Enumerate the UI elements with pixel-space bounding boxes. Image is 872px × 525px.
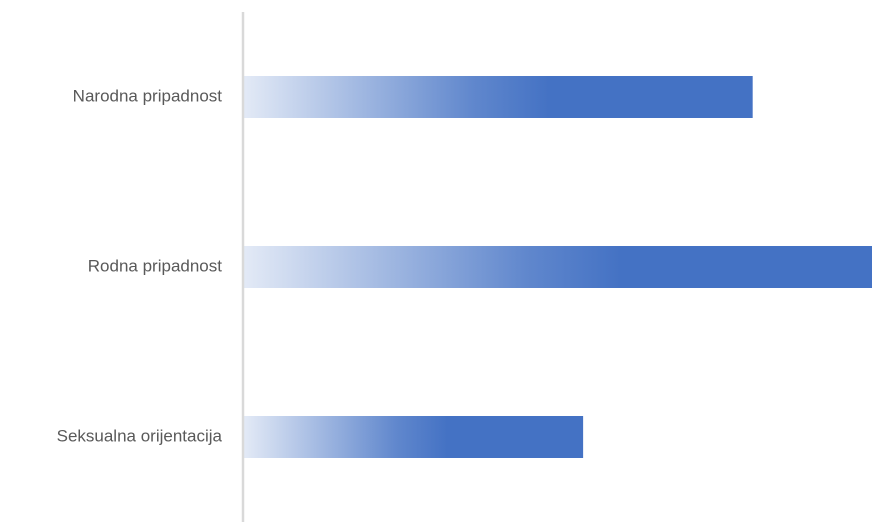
bar-2 [244, 246, 872, 288]
category-labels: Narodna pripadnost Rodna pripadnost Seksua… [57, 86, 223, 445]
bars-group [244, 76, 872, 458]
category-label-2: Rodna pripadnost [88, 256, 222, 275]
category-label-1: Narodna pripadnost [73, 86, 223, 105]
bar-3 [244, 416, 584, 458]
category-label-3: Seksualna orijentacija [57, 426, 223, 445]
bar-1 [244, 76, 753, 118]
